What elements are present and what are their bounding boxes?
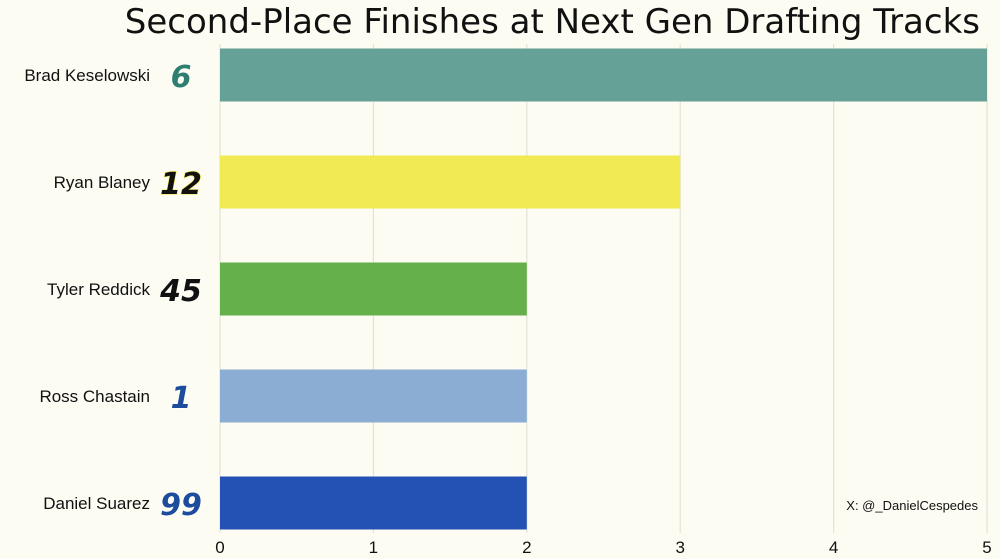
- driver-name-label: Tyler Reddick: [47, 280, 150, 299]
- bar: [220, 262, 527, 316]
- car-number-icon: 1: [171, 381, 192, 416]
- x-tick-label: 4: [829, 538, 838, 557]
- car-number-icon: 6: [171, 60, 192, 95]
- chart-title: Second-Place Finishes at Next Gen Drafti…: [124, 2, 980, 42]
- bar: [220, 48, 987, 102]
- bar: [220, 155, 681, 209]
- driver-name-label: Ryan Blaney: [54, 173, 151, 192]
- x-tick-label: 3: [675, 538, 684, 557]
- bar: [220, 369, 527, 423]
- driver-name-label: Brad Keselowski: [24, 66, 150, 85]
- car-number-icon: 45: [159, 274, 202, 309]
- x-tick-label: 2: [522, 538, 531, 557]
- credit-text: X: @_DanielCespedes: [846, 498, 978, 513]
- bar-group: [220, 48, 987, 530]
- car-number-icon: 99: [160, 488, 202, 523]
- driver-name-label: Daniel Suarez: [43, 494, 150, 513]
- x-tick-label: 0: [215, 538, 224, 557]
- x-axis-ticks: 0 1 2 3 4 5: [215, 538, 991, 557]
- bar: [220, 476, 527, 530]
- car-number-icon: 12: [160, 167, 202, 202]
- driver-name-label: Ross Chastain: [39, 387, 150, 406]
- x-tick-label: 5: [982, 538, 991, 557]
- category-labels: Brad Keselowski 6 Ryan Blaney 12 Tyler Reddi…: [24, 59, 202, 523]
- x-tick-label: 1: [369, 538, 378, 557]
